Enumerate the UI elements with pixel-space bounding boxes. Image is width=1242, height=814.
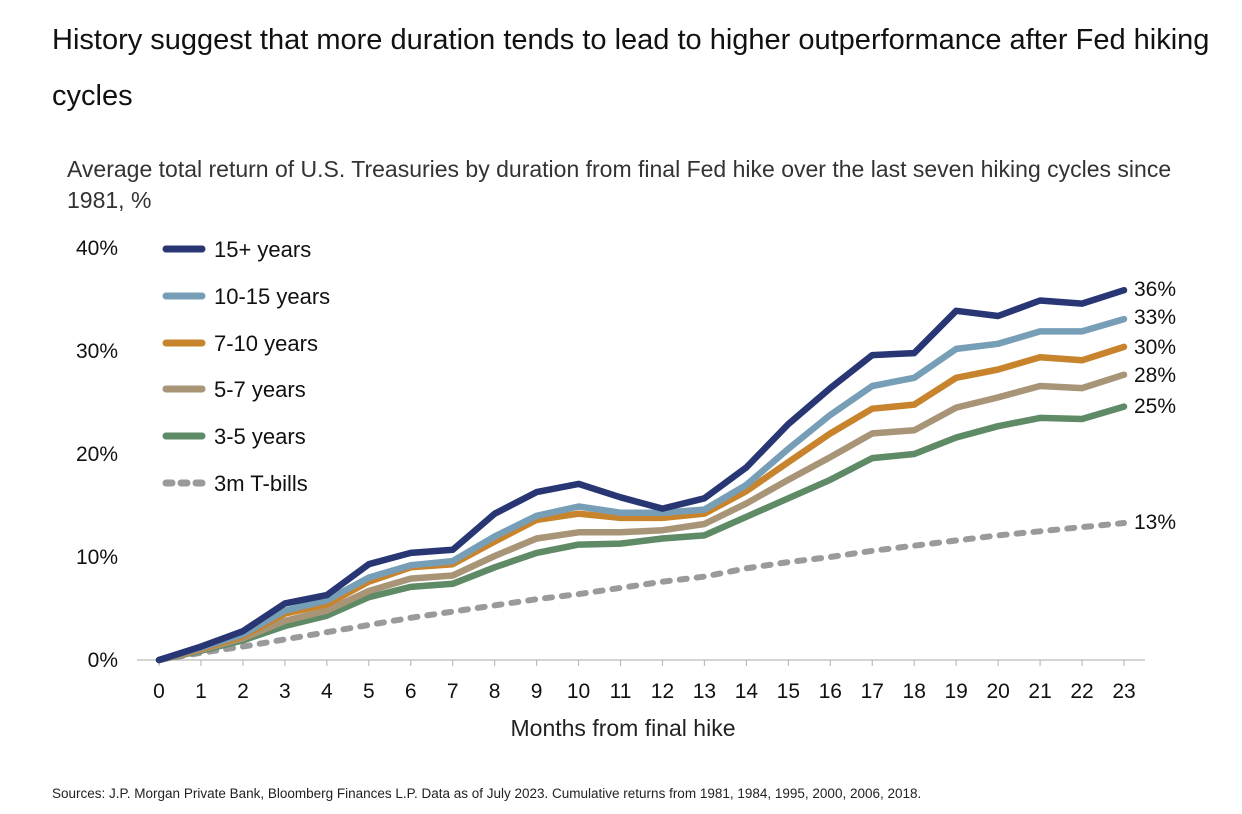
x-tick-label: 2 bbox=[237, 680, 249, 703]
line-chart: 0%10%20%30%40% 0 1 2 3 4 5 6 7 8 9 10 11 12 13 14 15 16 1… bbox=[76, 237, 1176, 741]
x-tick-label: 5 bbox=[363, 680, 375, 703]
end-labels: 36% 33% 30% 28% 25% 13% bbox=[1134, 278, 1176, 534]
legend-label: 5-7 years bbox=[214, 377, 306, 402]
x-tick-label: 3 bbox=[279, 680, 291, 703]
x-tick-label: 13 bbox=[693, 680, 716, 703]
legend-label: 15+ years bbox=[214, 237, 311, 262]
x-tick-label: 0 bbox=[153, 680, 165, 703]
x-tick-label: 12 bbox=[651, 680, 674, 703]
end-label: 33% bbox=[1134, 306, 1176, 329]
series-line-15-years bbox=[155, 286, 1128, 664]
x-tick-label: 20 bbox=[986, 680, 1009, 703]
series-lines bbox=[155, 286, 1128, 664]
x-tick-label: 15 bbox=[777, 680, 800, 703]
y-tick-label: 20% bbox=[76, 443, 118, 466]
y-tick-label: 30% bbox=[76, 340, 118, 363]
series-line-3-5-years bbox=[155, 403, 1128, 664]
x-tick-label: 16 bbox=[819, 680, 842, 703]
source-note: Sources: J.P. Morgan Private Bank, Bloom… bbox=[52, 786, 922, 801]
x-tick-label: 22 bbox=[1070, 680, 1093, 703]
x-axis-label: Months from final hike bbox=[511, 715, 736, 741]
x-tick-label: 9 bbox=[531, 680, 543, 703]
x-tick-label: 21 bbox=[1028, 680, 1051, 703]
series-line-3m-t-bills bbox=[156, 520, 1127, 663]
legend-label: 7-10 years bbox=[214, 331, 318, 356]
x-tick-label: 11 bbox=[610, 680, 632, 703]
legend-label: 10-15 years bbox=[214, 284, 330, 309]
y-tick-label: 10% bbox=[76, 546, 118, 569]
x-tick-label: 17 bbox=[861, 680, 884, 703]
legend-label: 3-5 years bbox=[214, 424, 306, 449]
legend-label: 3m T-bills bbox=[214, 471, 308, 496]
x-tick-label: 18 bbox=[903, 680, 926, 703]
series-line-7-10-years bbox=[155, 343, 1128, 664]
series-line-5-7-years bbox=[155, 371, 1128, 664]
x-tick-label: 6 bbox=[405, 680, 417, 703]
legend: 15+ years 10-15 years 7-10 years 5-7 years 3… bbox=[162, 237, 330, 496]
end-label: 36% bbox=[1134, 278, 1176, 301]
y-axis-ticks: 0% 10% 20% 30% 40% bbox=[76, 237, 118, 672]
end-label: 13% bbox=[1134, 511, 1176, 534]
x-tick-label: 4 bbox=[321, 680, 333, 703]
x-tick-label: 7 bbox=[447, 680, 459, 703]
x-tick-label: 19 bbox=[944, 680, 967, 703]
y-tick-label: 40% bbox=[76, 237, 118, 260]
end-label: 28% bbox=[1134, 364, 1176, 387]
x-tick-label: 14 bbox=[735, 680, 759, 703]
series-line-10-15-years bbox=[155, 315, 1128, 664]
x-axis-ticks: 0 1 2 3 4 5 6 7 8 9 10 11 12 13 14 15 16 17 18 19 20 21 22 23 bbox=[153, 660, 1136, 703]
x-tick-label: 1 bbox=[195, 680, 207, 703]
chart-title: History suggest that more duration tends… bbox=[52, 24, 1210, 112]
x-tick-label: 23 bbox=[1112, 680, 1135, 703]
x-tick-label: 10 bbox=[567, 680, 590, 703]
x-tick-label: 8 bbox=[489, 680, 501, 703]
end-label: 25% bbox=[1134, 395, 1176, 418]
y-tick-label: 0% bbox=[88, 649, 118, 672]
chart-subtitle: Average total return of U.S. Treasuries … bbox=[67, 156, 1172, 213]
end-label: 30% bbox=[1134, 336, 1176, 359]
